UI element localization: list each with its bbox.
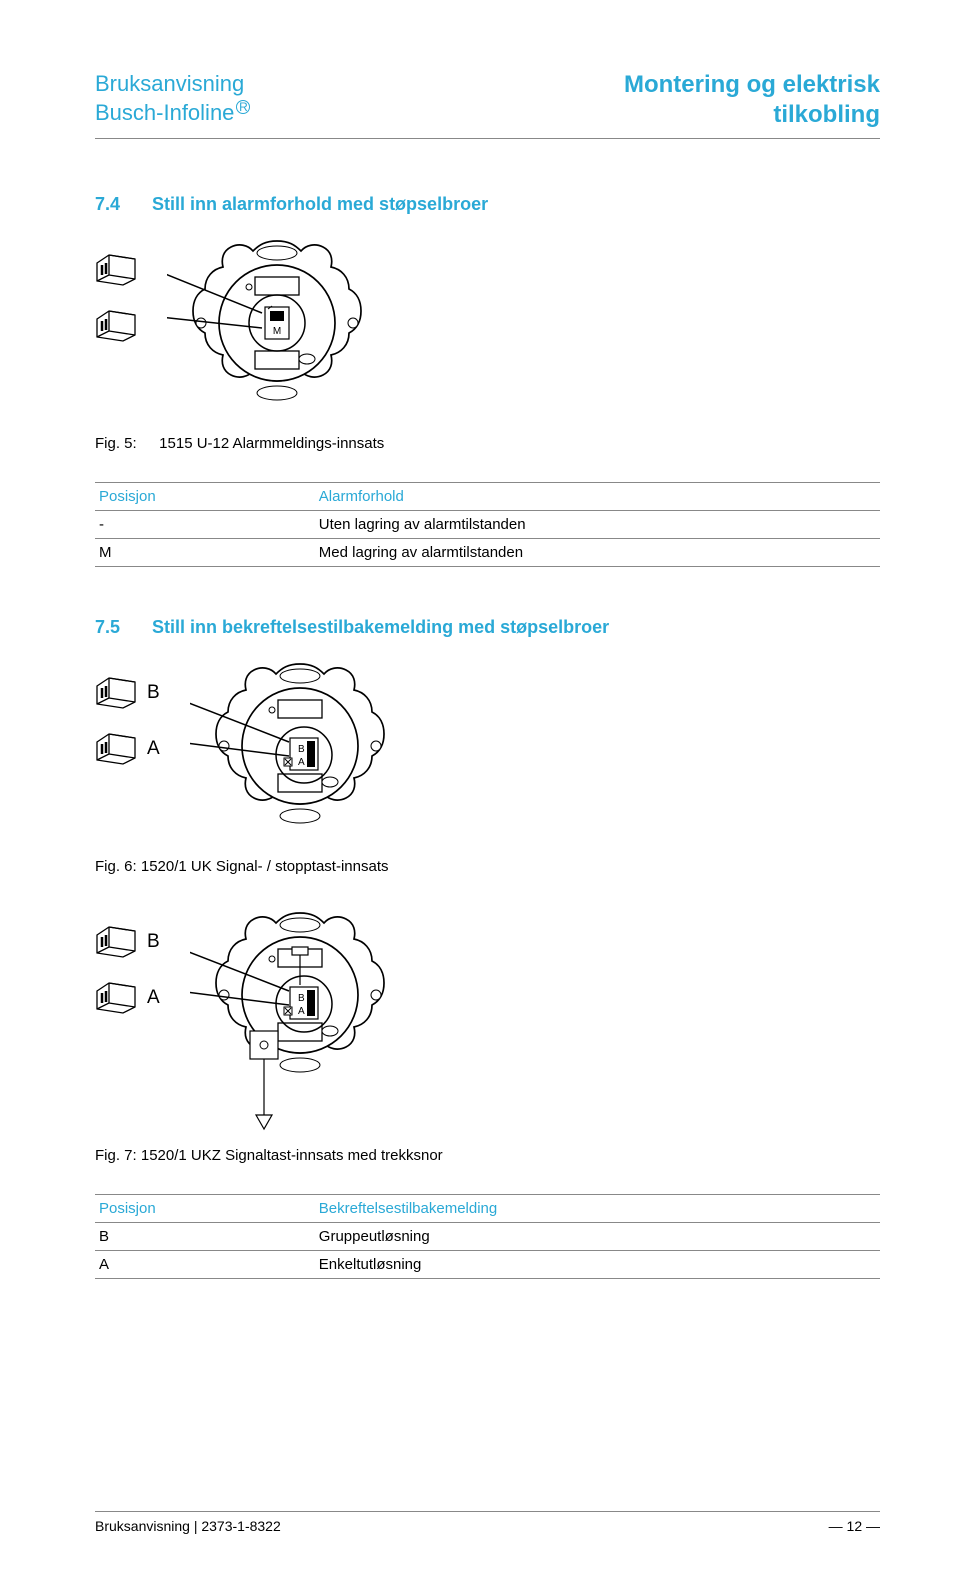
header-line1: Bruksanvisning: [95, 70, 250, 99]
section-7-5-heading: 7.5 Still inn bekreftelsestilbakemelding…: [95, 617, 880, 638]
jumper-icon-dash: [95, 253, 137, 287]
table-7-5-head1: Posisjon: [95, 1195, 315, 1223]
device-diagram-fig6: [190, 656, 410, 846]
header-right-line1: Montering og elektrisk: [624, 70, 880, 100]
section-7-4-heading: 7.4 Still inn alarmforhold med støpselbr…: [95, 194, 880, 215]
figure-7-caption: Fig. 7: 1520/1 UKZ Signaltast-innsats me…: [95, 1147, 880, 1164]
table-row: M Med lagring av alarmtilstanden: [95, 539, 880, 567]
table-row: A Enkeltutløsning: [95, 1251, 880, 1279]
device-diagram-fig7: [190, 905, 410, 1135]
header-right: Montering og elektrisk tilkobling: [624, 70, 880, 130]
section-7-5-num: 7.5: [95, 617, 120, 638]
registered-icon: R: [236, 100, 250, 114]
jumper-b-label: B: [147, 931, 160, 953]
footer-right: — 12 —: [829, 1518, 880, 1534]
table-7-4-head2: Alarmforhold: [315, 483, 880, 511]
figure-5-caption-text: 1515 U-12 Alarmmeldings-innsats: [159, 435, 384, 452]
header-right-line2: tilkobling: [624, 100, 880, 130]
page-footer: Bruksanvisning | 2373-1-8322 — 12 —: [95, 1511, 880, 1534]
figure-5-caption-prefix: Fig. 5:: [95, 435, 155, 452]
jumper-a-label: A: [147, 738, 160, 760]
section-7-4-num: 7.4: [95, 194, 120, 215]
figure-5-caption: Fig. 5: 1515 U-12 Alarmmeldings-innsats: [95, 435, 880, 452]
jumper-a-label: A: [147, 987, 160, 1009]
section-7-4-title: Still inn alarmforhold med støpselbroer: [152, 194, 488, 215]
section-7-5-title: Still inn bekreftelsestilbakemelding med…: [152, 617, 609, 638]
jumper-icon-a: [95, 981, 137, 1015]
figure-6: B A: [95, 656, 880, 846]
jumper-b-label: B: [147, 682, 160, 704]
header-line2: Busch-Infoline: [95, 99, 234, 128]
jumper-icon-b: [95, 676, 137, 710]
jumper-icon-m: [95, 309, 137, 343]
footer-left: Bruksanvisning | 2373-1-8322: [95, 1518, 281, 1534]
table-row: - Uten lagring av alarmtilstanden: [95, 511, 880, 539]
table-7-5-head2: Bekreftelsestilbakemelding: [315, 1195, 880, 1223]
figure-5: M: [95, 233, 880, 423]
header-left: Bruksanvisning Busch-Infoline R: [95, 70, 250, 127]
device-diagram-fig5: M: [167, 233, 387, 423]
table-7-4: Posisjon Alarmforhold - Uten lagring av …: [95, 482, 880, 567]
figure-7: B A: [95, 905, 880, 1135]
figure-6-caption: Fig. 6: 1520/1 UK Signal- / stopptast-in…: [95, 858, 880, 875]
table-row: B Gruppeutløsning: [95, 1223, 880, 1251]
header-rule: [95, 138, 880, 139]
jumper-icon-b: [95, 925, 137, 959]
table-7-4-head1: Posisjon: [95, 483, 315, 511]
table-7-5: Posisjon Bekreftelsestilbakemelding B Gr…: [95, 1194, 880, 1279]
jumper-icon-a: [95, 732, 137, 766]
svg-text:M: M: [273, 326, 281, 337]
